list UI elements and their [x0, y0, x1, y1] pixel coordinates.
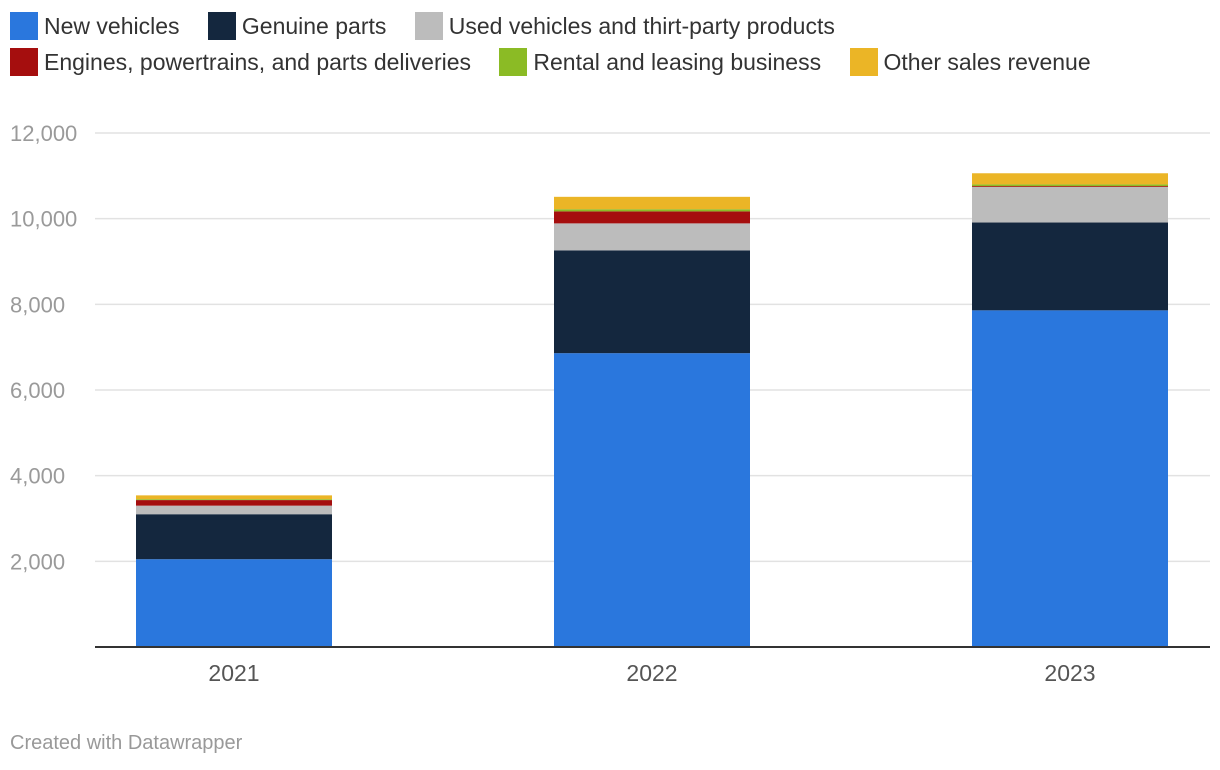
legend-label: Other sales revenue [883, 49, 1091, 75]
legend-item-genuine-parts: Genuine parts [207, 8, 387, 44]
legend-swatch [849, 48, 878, 76]
legend-swatch [207, 12, 236, 40]
y-tick-label: 8,000 [10, 292, 65, 317]
x-tick-label: 2021 [208, 660, 259, 686]
bar-segment-2022-engines-powertrains-and-parts-deliveries [554, 211, 750, 224]
y-tick-label: 6,000 [10, 378, 65, 403]
bar-segment-2023-new-vehicles [972, 310, 1168, 647]
bar-segment-2022-other-sales-revenue [554, 196, 750, 210]
bar-segment-2023-rental-and-leasing-business [972, 184, 1168, 187]
legend-item-engines: Engines, powertrains, and parts deliveri… [10, 44, 471, 80]
y-axis-ticks: 2,000 4,000 6,000 8,000 10,000 12,000 [10, 121, 77, 574]
bar-segment-2021-other-sales-revenue [136, 495, 332, 500]
legend-swatch [414, 12, 443, 40]
bar-segment-2023-other-sales-revenue [972, 173, 1168, 185]
legend-item-rental-leasing: Rental and leasing business [499, 44, 821, 80]
x-tick-label: 2023 [1044, 660, 1095, 686]
legend-item-used-vehicles: Used vehicles and thirt-party products [414, 8, 835, 44]
legend-item-other-sales: Other sales revenue [849, 44, 1091, 80]
y-tick-label: 10,000 [10, 207, 77, 232]
y-tick-label: 2,000 [10, 549, 65, 574]
legend-swatch [10, 48, 38, 76]
footer-credit: Created with Datawrapper [10, 732, 243, 754]
x-axis-ticks: 2021 2022 2023 [208, 660, 1095, 686]
bar-segment-2021-engines-powertrains-and-parts-deliveries [136, 500, 332, 506]
legend-label: Genuine parts [241, 13, 387, 39]
legend-label: Used vehicles and thirt-party products [448, 13, 835, 39]
bar-segment-2023-used-vehicles-and-thirt-party-products [972, 186, 1168, 223]
legend-label: Engines, powertrains, and parts deliveri… [44, 49, 472, 75]
bar-segment-2021-new-vehicles [136, 559, 332, 647]
bar-segment-2022-used-vehicles-and-thirt-party-products [554, 223, 750, 251]
x-tick-label: 2022 [626, 660, 677, 686]
legend-swatch [10, 12, 38, 40]
bar-segment-2021-used-vehicles-and-thirt-party-products [136, 505, 332, 515]
bar-segment-2023-genuine-parts [972, 222, 1168, 311]
bars [136, 173, 1168, 647]
bar-segment-2022-genuine-parts [554, 250, 750, 354]
legend-item-new-vehicles: New vehicles [10, 8, 180, 44]
bar-segment-2022-rental-and-leasing-business [554, 209, 750, 212]
legend-swatch [499, 48, 528, 76]
bar-segment-2021-rental-and-leasing-business [136, 499, 332, 501]
y-tick-label: 12,000 [10, 121, 77, 146]
bar-segment-2022-new-vehicles [554, 353, 750, 647]
legend-label: Rental and leasing business [533, 49, 822, 75]
legend: New vehicles Genuine parts Used vehicles… [10, 8, 1210, 80]
bar-segment-2021-genuine-parts [136, 514, 332, 560]
legend-label: New vehicles [44, 13, 180, 39]
y-tick-label: 4,000 [10, 464, 65, 489]
bar-segment-2023-engines-powertrains-and-parts-deliveries [972, 186, 1168, 187]
